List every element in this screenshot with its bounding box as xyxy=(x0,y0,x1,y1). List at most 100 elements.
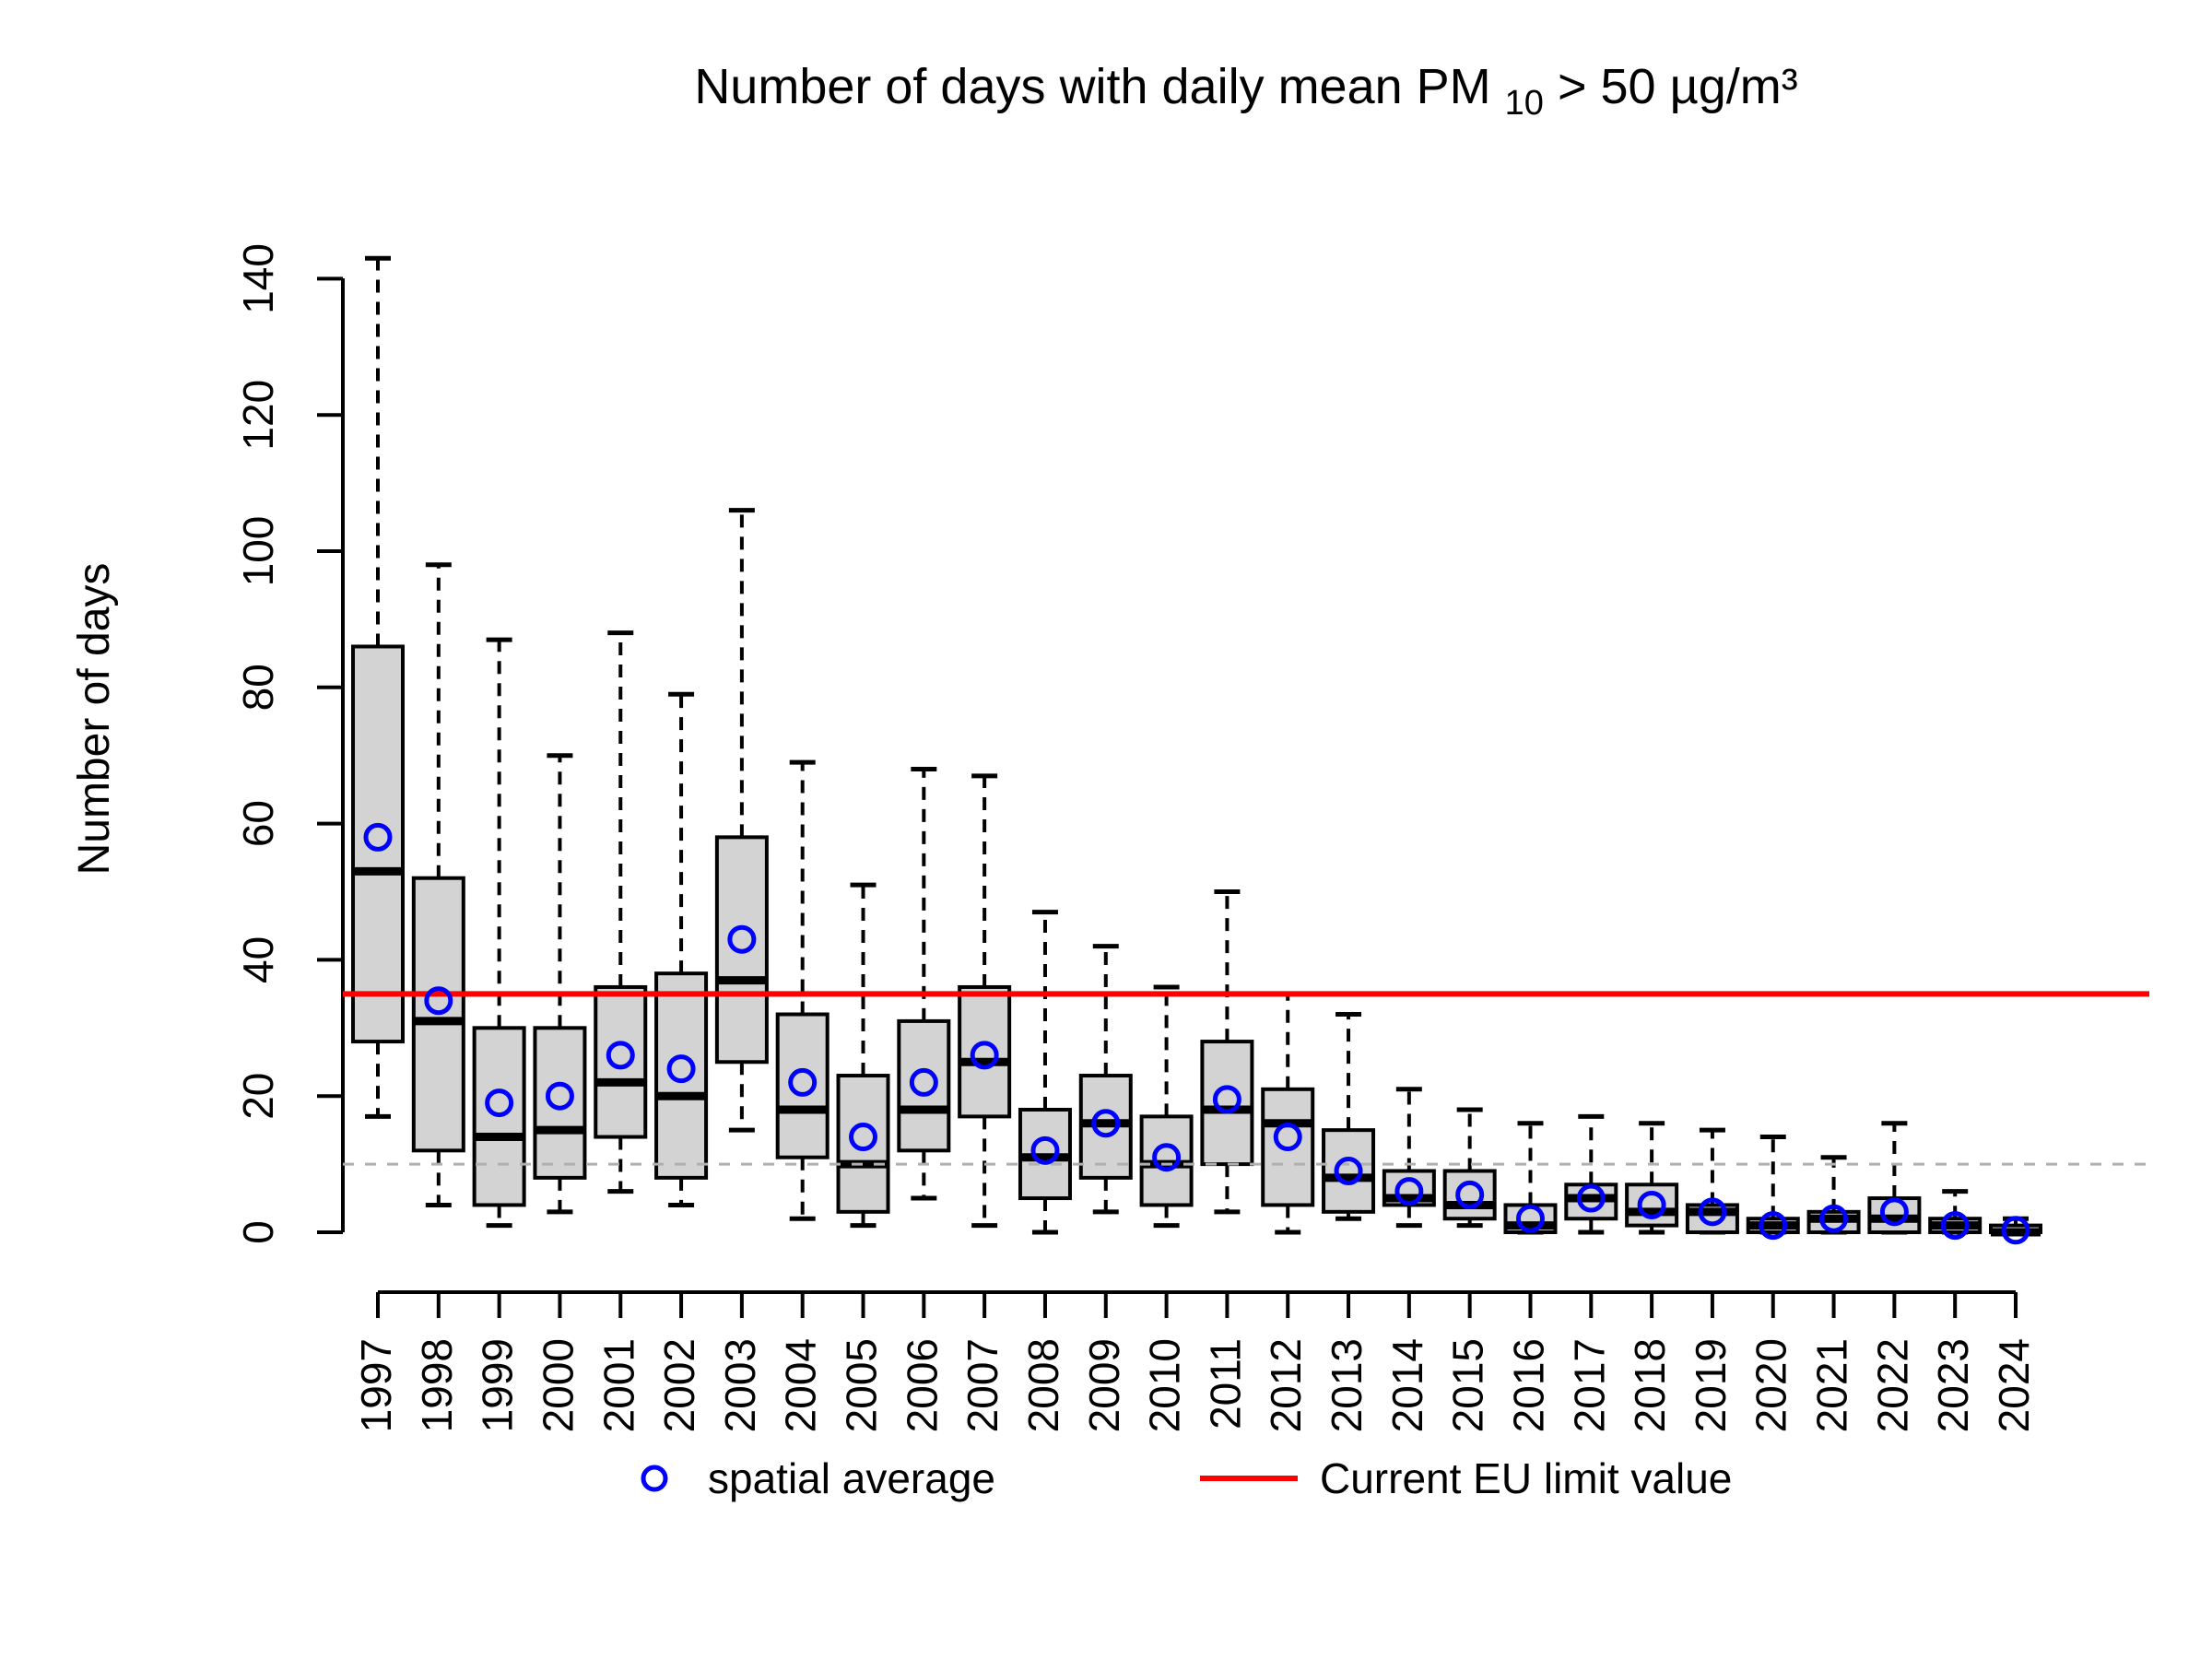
mean-circle-2021 xyxy=(1819,1204,1849,1233)
mean-circle-2020 xyxy=(1759,1211,1788,1241)
boxplot-2010 xyxy=(1139,984,1194,1229)
mean-circle-2004 xyxy=(788,1067,818,1097)
y-tick-label-120: 120 xyxy=(234,380,282,451)
y-tick-label-60: 60 xyxy=(234,800,282,847)
x-tick-label-1997: 1997 xyxy=(352,1338,400,1432)
x-tick-label-2000: 2000 xyxy=(534,1338,582,1432)
mean-circle-2022 xyxy=(1879,1197,1909,1227)
x-tick-label-2013: 2013 xyxy=(1323,1338,1371,1432)
chart-title-prefix: Number of days with daily mean PM xyxy=(694,59,1490,114)
mean-circle-2018 xyxy=(1637,1190,1666,1219)
y-tick-label-20: 20 xyxy=(234,1073,282,1120)
boxplot-2021 xyxy=(1806,1155,1861,1235)
box-2018 xyxy=(1625,1182,1679,1228)
boxplot-2001 xyxy=(594,630,648,1194)
mean-circle-2015 xyxy=(1455,1180,1485,1209)
x-tick-label-1998: 1998 xyxy=(413,1338,461,1432)
chart-title-subscript: 10 xyxy=(1505,84,1544,123)
chart-title-suffix: > 50 µg/m³ xyxy=(1558,59,1798,114)
box-2006 xyxy=(897,1018,951,1153)
boxplot-2007 xyxy=(958,773,1012,1229)
legend-spatial-average-label: spatial average xyxy=(708,1454,995,1502)
x-tick-label-2003: 2003 xyxy=(716,1338,764,1432)
mean-circle-2024 xyxy=(2001,1216,2030,1245)
mean-circle-2005 xyxy=(849,1123,878,1152)
boxplot-2009 xyxy=(1078,944,1133,1215)
mean-circle-2023 xyxy=(1940,1211,1970,1241)
mean-circle-2007 xyxy=(970,1041,999,1070)
mean-circle-2008 xyxy=(1030,1135,1060,1165)
box-2005 xyxy=(836,1074,890,1214)
x-tick-label-2022: 2022 xyxy=(1868,1338,1916,1432)
box-2004 xyxy=(775,1012,830,1159)
mean-circle-2001 xyxy=(606,1041,635,1070)
box-2015 xyxy=(1442,1169,1497,1221)
box-2001 xyxy=(594,984,648,1139)
boxplot-2002 xyxy=(654,691,709,1207)
box-2007 xyxy=(958,984,1012,1119)
x-tick-label-2014: 2014 xyxy=(1383,1338,1431,1432)
x-tick-label-2016: 2016 xyxy=(1504,1338,1552,1432)
chart-title: Number of days with daily mean PM 10 > 5… xyxy=(694,59,1797,125)
mean-circle-1997 xyxy=(363,822,393,852)
boxplot-2008 xyxy=(1018,910,1072,1235)
boxplot-1998 xyxy=(411,562,465,1207)
x-tick-label-2004: 2004 xyxy=(777,1338,825,1432)
box-2002 xyxy=(654,971,709,1180)
x-tick-label-2017: 2017 xyxy=(1565,1338,1613,1432)
boxplot-2024 xyxy=(1989,1216,2043,1237)
x-tick-label-2015: 2015 xyxy=(1444,1338,1492,1432)
mean-circle-1998 xyxy=(424,986,453,1016)
legend-eu-limit-label: Current EU limit value xyxy=(1320,1454,1732,1502)
mean-circle-2019 xyxy=(1698,1197,1727,1227)
x-tick-label-2009: 2009 xyxy=(1080,1338,1128,1432)
boxplot-2013 xyxy=(1322,1012,1376,1221)
x-tick-label-2024: 2024 xyxy=(1990,1338,2038,1432)
boxplot-2005 xyxy=(836,882,890,1229)
mean-circle-2000 xyxy=(545,1081,574,1111)
boxplot-1997 xyxy=(351,255,405,1119)
boxplot-2012 xyxy=(1261,991,1315,1235)
box-1997 xyxy=(351,644,405,1044)
box-2013 xyxy=(1322,1128,1376,1214)
x-tick-label-2018: 2018 xyxy=(1626,1338,1674,1432)
boxplot-2017 xyxy=(1564,1113,1618,1235)
boxplot-2000 xyxy=(533,753,587,1215)
x-axis: 1997 1998 1999 2000 2001 2002 2003 2004 2005 2006… xyxy=(352,1290,2038,1432)
mean-circle-2013 xyxy=(1334,1156,1363,1185)
x-tick-label-2023: 2023 xyxy=(1929,1338,1977,1432)
x-tick-label-2020: 2020 xyxy=(1747,1338,1795,1432)
mean-circle-2017 xyxy=(1576,1183,1606,1213)
mean-circle-1999 xyxy=(485,1088,514,1118)
x-tick-label-1999: 1999 xyxy=(474,1338,522,1432)
legend: spatial average Current EU limit value xyxy=(641,1454,1732,1502)
x-tick-label-2012: 2012 xyxy=(1262,1338,1310,1432)
boxplot-2020 xyxy=(1746,1135,1800,1235)
boxplot-2006 xyxy=(897,766,951,1201)
mean-circle-2012 xyxy=(1273,1123,1302,1152)
y-tick-label-100: 100 xyxy=(234,516,282,587)
x-tick-label-2021: 2021 xyxy=(1808,1338,1856,1432)
mean-circle-2010 xyxy=(1152,1143,1182,1172)
boxplot-2019 xyxy=(1685,1127,1739,1235)
x-tick-label-2010: 2010 xyxy=(1141,1338,1189,1432)
mean-circle-2002 xyxy=(666,1054,696,1084)
mean-circle-2016 xyxy=(1515,1204,1545,1233)
boxplot-2003 xyxy=(714,508,769,1133)
mean-circle-2009 xyxy=(1091,1109,1121,1138)
mean-circle-2014 xyxy=(1394,1177,1424,1206)
boxplot-1999 xyxy=(472,637,526,1229)
y-tick-label-140: 140 xyxy=(234,243,282,314)
mean-circle-2003 xyxy=(727,924,757,954)
boxplot-2011 xyxy=(1200,889,1254,1215)
y-axis-title: Number of days xyxy=(70,563,119,876)
x-tick-label-2011: 2011 xyxy=(1201,1338,1249,1430)
x-tick-label-2008: 2008 xyxy=(1019,1338,1067,1432)
x-tick-label-2005: 2005 xyxy=(838,1338,886,1432)
x-tick-label-2001: 2001 xyxy=(594,1338,642,1432)
x-tick-label-2006: 2006 xyxy=(898,1338,946,1432)
y-tick-label-80: 80 xyxy=(234,664,282,711)
legend-mean-circle-icon xyxy=(641,1465,668,1492)
x-tick-label-2019: 2019 xyxy=(1687,1338,1735,1432)
